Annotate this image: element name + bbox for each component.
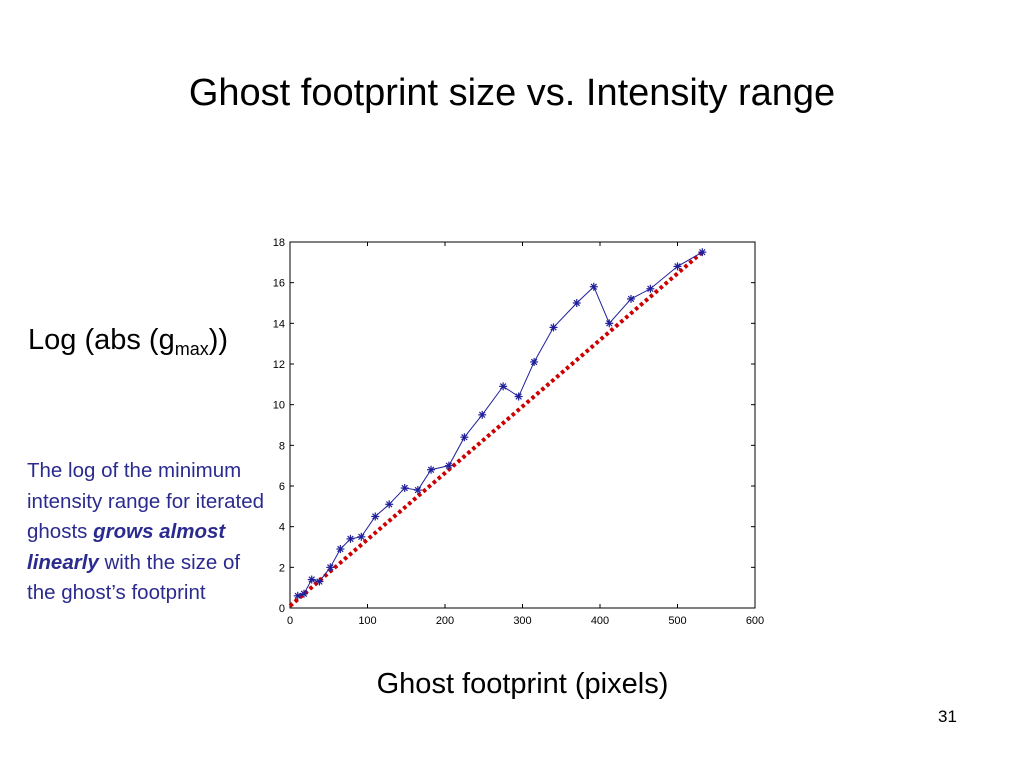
y-tick-label: 16 [273,278,285,290]
data-point [514,392,523,401]
tick-marks [289,241,756,609]
data-point [605,319,614,328]
page-number: 31 [938,707,957,726]
annotation-text: The log of the minimum intensity range f… [27,456,267,609]
x-tick-label: 200 [436,615,454,627]
x-tick-label: 600 [746,615,764,627]
y-tick-label: 12 [273,359,285,371]
y-tick-label: 8 [279,440,285,452]
x-tick-label: 300 [513,615,531,627]
x-tick-label: 0 [287,615,293,627]
data-point [627,294,635,303]
y-tick-label: 18 [273,237,285,249]
y-tick-label: 14 [273,318,285,330]
x-tick-label: 400 [591,615,609,627]
data-point [413,486,422,495]
data-point [478,410,487,419]
data-point [673,262,682,271]
data-point [357,532,366,541]
data-point [698,248,707,257]
data-point [371,512,380,521]
data-point [307,575,316,584]
data-point [427,465,436,474]
data-point [385,500,394,509]
x-axis-label: Ghost footprint (pixels) [376,668,669,700]
x-tick-label: 100 [358,615,376,627]
annotation-part-2: with the size of the ghost’s footprint [27,550,241,605]
plot-area [289,241,756,609]
y-tick-label: 6 [279,481,285,493]
y-tick-label: 10 [273,400,285,412]
slide-title: Ghost footprint size vs. Intensity range [188,72,836,114]
data-point [460,433,469,442]
y-axis-label: Log (abs (gmax)) [28,324,228,360]
y-axis-label-close: )) [208,324,229,356]
data-point [646,284,655,293]
data-point [572,299,581,307]
data-point [315,577,324,586]
tick-labels: 0 100 200 300 400 500 600 0 2 4 6 8 10 12 14 16 18 [273,237,764,627]
data-point [336,545,345,554]
y-tick-label: 2 [279,562,285,574]
data-point [293,591,302,600]
data-point [346,534,355,543]
data-point [549,323,558,332]
data-point [400,484,409,493]
series-layer [288,248,707,608]
data-point [499,382,508,391]
y-axis-label-subscript: max [174,339,209,359]
y-tick-label: 0 [279,603,285,615]
annotation-part-1: The log of the minimum intensity range f… [27,459,265,544]
data-point [444,461,453,470]
data-point [299,589,308,598]
x-tick-label: 500 [668,615,686,627]
data-point [530,357,539,366]
y-axis-label-main: Log (abs (g [28,324,175,356]
annotation-emphasis: grows almost linearly [27,520,226,574]
data-point [589,282,598,291]
data-point [326,563,335,572]
y-tick-label: 4 [279,522,285,534]
